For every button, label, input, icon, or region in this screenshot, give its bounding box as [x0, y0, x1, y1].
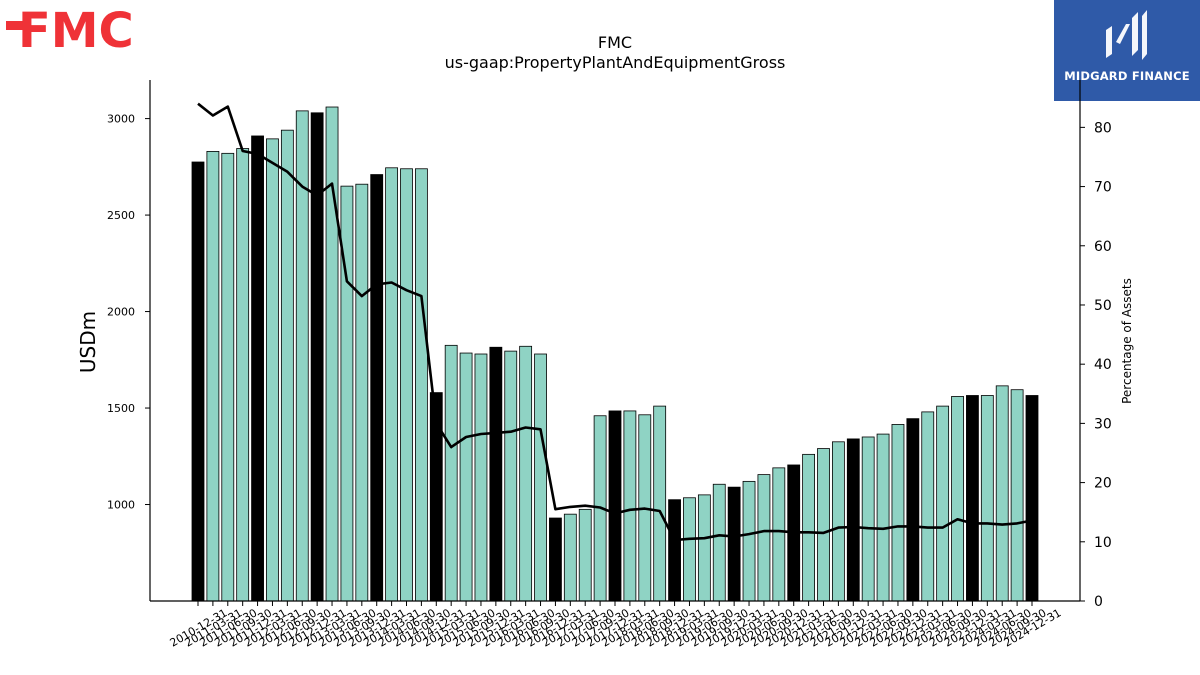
bar-2012-09-30: [295, 110, 309, 602]
bar-2024-09-30: [1010, 389, 1024, 602]
bar-2019-03-31: [683, 497, 696, 602]
bar-2022-03-31: [861, 436, 875, 602]
bar-2021-12-31: [846, 438, 860, 602]
bar-2014-03-31: [385, 167, 399, 602]
bar-2022-12-31: [906, 418, 920, 602]
bar-2022-09-30: [891, 424, 905, 602]
bar-2016-12-31: [549, 517, 562, 602]
midgard-finance-label: MIDGARD FINANCE: [1064, 69, 1190, 83]
bar-2017-03-31: [563, 513, 577, 602]
bar-2011-06-30: [221, 152, 235, 602]
y-axis-label: USDm: [76, 311, 100, 373]
fmc-logo: FMC: [0, 0, 160, 64]
bar-2019-06-30: [697, 494, 711, 602]
bar-2023-03-31: [921, 411, 935, 602]
bar-2020-06-30: [757, 474, 771, 602]
y2-tick-label: 40: [1094, 357, 1112, 373]
series-line-percentage-of-assets: [197, 102, 1033, 542]
bar-2016-09-30: [534, 353, 547, 602]
bar-2023-06-30: [936, 405, 950, 602]
y-tick-label: 1000: [107, 499, 135, 512]
y-tick-label: 3000: [107, 113, 135, 126]
bar-2010-12-31: [191, 161, 205, 602]
bar-2024-03-31: [980, 395, 994, 602]
chart-title: FMC: [598, 33, 632, 52]
bar-2019-09-30: [712, 483, 726, 602]
bar-2020-09-30: [772, 467, 786, 602]
bar-2011-09-30: [236, 148, 250, 602]
y2-tick-label: 70: [1094, 180, 1112, 196]
bar-2024-12-31: [1025, 395, 1039, 602]
bar-2022-06-30: [876, 433, 890, 602]
bar-2017-06-30: [578, 508, 592, 602]
y2-tick-label: 80: [1094, 120, 1112, 136]
bar-group: [191, 106, 1039, 602]
bar-2012-06-30: [280, 129, 294, 602]
bar-2021-03-31: [802, 453, 816, 602]
midgard-finance-logo: MIDGARD FINANCE: [1054, 0, 1200, 101]
axes-group: 1000150020002500300001020304050607080201…: [107, 80, 1112, 650]
bar-2018-03-31: [623, 410, 637, 602]
midgard-mark-icon: [1106, 10, 1147, 60]
bar-2011-03-31: [206, 150, 220, 602]
bar-2011-12-31: [251, 135, 264, 602]
bar-2013-12-31: [370, 174, 384, 602]
bar-2016-03-31: [504, 350, 518, 602]
bar-2015-03-31: [444, 344, 458, 602]
bar-2021-06-30: [817, 448, 830, 602]
y-tick-label: 1500: [107, 402, 135, 415]
y2-tick-label: 20: [1094, 476, 1112, 492]
bar-2015-06-30: [459, 352, 473, 602]
fmc-logo-text: FMC: [18, 3, 134, 59]
y2-tick-label: 30: [1094, 416, 1112, 432]
bar-2020-03-31: [742, 480, 756, 602]
bar-2018-09-30: [653, 405, 667, 602]
bar-2012-12-31: [310, 112, 324, 602]
bar-2024-06-30: [995, 385, 1009, 602]
bar-2014-09-30: [414, 168, 428, 602]
y2-tick-label: 10: [1094, 535, 1112, 551]
bar-2015-12-31: [489, 346, 503, 602]
y2-axis-label: Percentage of Assets: [1120, 278, 1134, 404]
line-group: [197, 102, 1033, 542]
y2-tick-label: 50: [1094, 298, 1112, 314]
chart-subtitle: us-gaap:PropertyPlantAndEquipmentGross: [445, 53, 786, 72]
y-tick-label: 2500: [107, 209, 135, 222]
y2-tick-label: 0: [1094, 594, 1103, 610]
bar-2021-09-30: [831, 441, 845, 602]
bar-2013-09-30: [355, 183, 369, 602]
bar-2023-12-31: [966, 395, 979, 602]
bar-2019-12-31: [727, 486, 741, 602]
bar-2012-03-31: [266, 138, 279, 602]
bar-2016-06-30: [519, 345, 533, 602]
bar-2014-06-30: [400, 168, 413, 602]
bar-2015-09-30: [474, 353, 488, 602]
bar-2013-03-31: [325, 106, 339, 602]
bar-2018-12-31: [668, 499, 681, 602]
y-tick-label: 2000: [107, 306, 135, 319]
bar-2017-12-31: [608, 410, 622, 602]
bar-2023-09-30: [951, 396, 964, 602]
y2-tick-label: 60: [1094, 239, 1112, 255]
